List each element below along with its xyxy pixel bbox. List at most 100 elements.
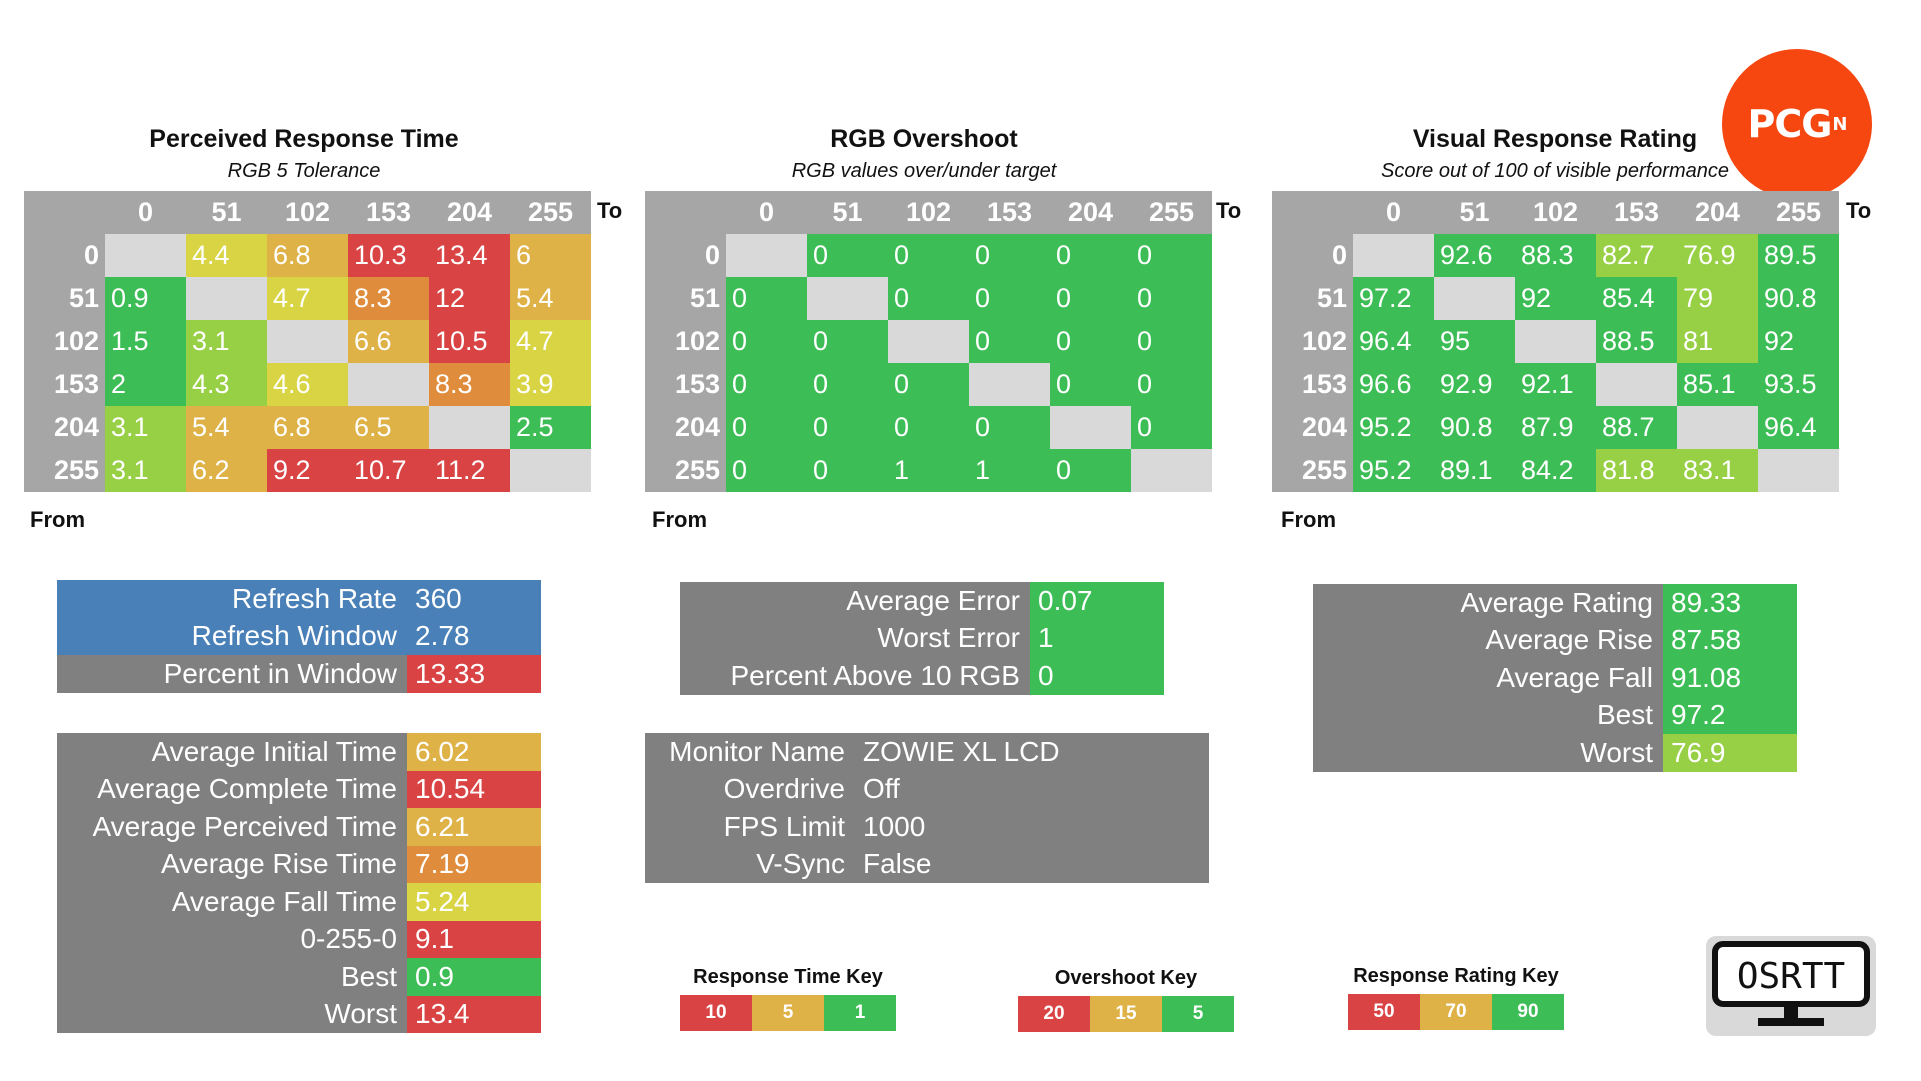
rating-cell: 90.8 [1758, 277, 1839, 320]
ratings-value: 76.9 [1663, 734, 1797, 772]
monitor-row: V-Sync False [645, 845, 1209, 883]
rating-col-header: 204 [1677, 191, 1758, 234]
perceived-cell: 3.1 [105, 449, 186, 492]
osrtt-text: OSRTT [1737, 956, 1845, 997]
perceived-cell: 5.4 [186, 406, 267, 449]
errors-table: Average Error 0.07 Worst Error 1 Percent Abo… [680, 582, 1164, 695]
perceived-corner [24, 191, 105, 234]
overshoot-diagonal-cell [1050, 406, 1131, 449]
times-value: 7.19 [407, 845, 541, 883]
times-row: Average Initial Time 6.02 [57, 733, 541, 771]
overshoot-key-red: 20 [1018, 996, 1090, 1032]
perceived-cell: 6 [510, 234, 591, 277]
overshoot-diagonal-cell [1131, 449, 1212, 492]
overshoot-cell: 0 [888, 234, 969, 277]
rating-cell: 81 [1677, 320, 1758, 363]
times-value: 0.9 [407, 958, 541, 996]
rating-key-amber: 70 [1420, 994, 1492, 1030]
overshoot-cell: 0 [726, 406, 807, 449]
rating-col-header: 255 [1758, 191, 1839, 234]
pcgn-logo-text: PCG [1747, 102, 1832, 146]
times-label: 0-255-0 [57, 920, 407, 958]
perceived-row-header: 204 [24, 406, 105, 449]
overshoot-diagonal-cell [807, 277, 888, 320]
rating-cell: 88.5 [1596, 320, 1677, 363]
ratings-row: Average Rise 87.58 [1313, 621, 1797, 659]
times-value: 6.02 [407, 733, 541, 771]
rating-cell: 96.4 [1758, 406, 1839, 449]
errors-row: Worst Error 1 [680, 619, 1164, 657]
overshoot-cell: 0 [969, 234, 1050, 277]
times-row: Best 0.9 [57, 958, 541, 996]
overshoot-cell: 0 [969, 320, 1050, 363]
times-table: Average Initial Time 6.02 Average Complete… [57, 733, 541, 1033]
perceived-cell: 1.5 [105, 320, 186, 363]
perceived-col-header: 102 [267, 191, 348, 234]
overshoot-key-green: 5 [1162, 996, 1234, 1032]
perceived-cell: 10.3 [348, 234, 429, 277]
overshoot-subtitle: RGB values over/under target [791, 160, 1057, 182]
overshoot-cell: 0 [807, 234, 888, 277]
overshoot-row-header: 102 [645, 320, 726, 363]
times-row: Average Complete Time 10.54 [57, 770, 541, 808]
rating-cell: 92 [1758, 320, 1839, 363]
rating-row-header: 153 [1272, 363, 1353, 406]
perceived-cell: 4.3 [186, 363, 267, 406]
refresh-value: 13.33 [407, 655, 541, 693]
perceived-subtitle: RGB 5 Tolerance [227, 160, 381, 182]
rating-col-header: 0 [1353, 191, 1434, 234]
rating-cell: 89.1 [1434, 449, 1515, 492]
perceived-diagonal-cell [267, 320, 348, 363]
rating-cell: 95.2 [1353, 406, 1434, 449]
errors-row: Percent Above 10 RGB 0 [680, 657, 1164, 695]
perceived-cell: 10.7 [348, 449, 429, 492]
perceived-cell: 8.3 [429, 363, 510, 406]
perceived-cell: 6.5 [348, 406, 429, 449]
overshoot-from-label: From [652, 507, 707, 532]
errors-value: 0 [1030, 657, 1164, 695]
pcgn-logo-sup: N [1832, 113, 1847, 135]
refresh-value: 360 [407, 580, 541, 618]
rating-row-header: 204 [1272, 406, 1353, 449]
rating-cell: 84.2 [1515, 449, 1596, 492]
times-value: 13.4 [407, 995, 541, 1033]
rating-cell: 88.3 [1515, 234, 1596, 277]
perceived-cell: 6.6 [348, 320, 429, 363]
perceived-diagonal-cell [348, 363, 429, 406]
rating-cell: 93.5 [1758, 363, 1839, 406]
perceived-cell: 13.4 [429, 234, 510, 277]
ratings-value: 87.58 [1663, 621, 1797, 659]
response-time-key: Response Time Key 10 5 1 [680, 966, 896, 1031]
perceived-cell: 4.4 [186, 234, 267, 277]
overshoot-cell: 0 [726, 320, 807, 363]
rating-col-header: 51 [1434, 191, 1515, 234]
rating-diagonal-cell [1758, 449, 1839, 492]
refresh-value: 2.78 [407, 617, 541, 655]
rating-row-header: 0 [1272, 234, 1353, 277]
rating-cell: 87.9 [1515, 406, 1596, 449]
times-row: Average Perceived Time 6.21 [57, 808, 541, 846]
ratings-row: Average Fall 91.08 [1313, 659, 1797, 697]
times-row: 0-255-0 9.1 [57, 920, 541, 958]
times-value: 10.54 [407, 770, 541, 808]
perceived-to-label: To [597, 198, 623, 223]
perceived-col-header: 153 [348, 191, 429, 234]
overshoot-cell: 0 [1131, 406, 1212, 449]
perceived-cell: 6.2 [186, 449, 267, 492]
ratings-row: Best 97.2 [1313, 696, 1797, 734]
overshoot-cell: 0 [807, 320, 888, 363]
overshoot-cell: 0 [969, 277, 1050, 320]
refresh-label: Refresh Window [57, 617, 407, 655]
rating-cell: 96.4 [1353, 320, 1434, 363]
overshoot-cell: 0 [1050, 277, 1131, 320]
overshoot-key-title: Overshoot Key [1054, 967, 1198, 989]
refresh-row: Refresh Rate 360 [57, 580, 541, 618]
rating-cell: 79 [1677, 277, 1758, 320]
perceived-col-header: 255 [510, 191, 591, 234]
ratings-row: Average Rating 89.33 [1313, 584, 1797, 622]
perceived-heatmap: 0 51 102 153 204 255 0 4.4 6.8 10.3 13.4 6 51 0.9 4.7 8… [24, 191, 591, 492]
perceived-cell: 4.7 [267, 277, 348, 320]
rating-cell: 90.8 [1434, 406, 1515, 449]
ratings-value: 91.08 [1663, 659, 1797, 697]
ratings-value: 97.2 [1663, 696, 1797, 734]
